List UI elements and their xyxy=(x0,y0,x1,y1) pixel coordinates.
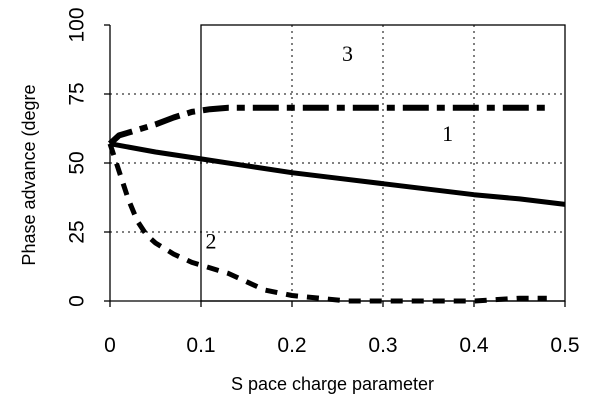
series-line-3 xyxy=(107,104,547,146)
x-tick-label: 0 xyxy=(104,334,116,357)
x-tick-label: 0.1 xyxy=(186,334,215,357)
curve-labels: 1 2 3 xyxy=(206,41,454,254)
x-tick-label: 0.5 xyxy=(550,334,579,357)
series-line-1 xyxy=(109,141,566,207)
y-tick-labels: 0 25 50 75 100 xyxy=(66,7,89,306)
curve-label-2: 2 xyxy=(206,229,217,254)
y-tick-label: 75 xyxy=(66,82,89,105)
grid xyxy=(110,25,565,301)
series-line-2 xyxy=(107,142,547,304)
y-tick-label: 50 xyxy=(66,151,89,174)
y-tick-label: 0 xyxy=(66,295,89,307)
x-tick-label: 0.2 xyxy=(277,334,306,357)
x-tick-labels: 0 0.1 0.2 0.3 0.4 0.5 xyxy=(104,334,579,357)
x-tick-label: 0.3 xyxy=(368,334,397,357)
axes xyxy=(104,24,566,307)
series-lines xyxy=(107,104,566,304)
x-axis-label: S pace charge parameter xyxy=(231,374,434,394)
curve-label-1: 1 xyxy=(442,121,453,146)
y-tick-label: 25 xyxy=(66,220,89,243)
y-tick-label: 100 xyxy=(66,7,89,42)
x-tick-label: 0.4 xyxy=(459,334,489,357)
curve-label-3: 3 xyxy=(342,41,353,66)
y-axis-label: Phase advance (degre xyxy=(19,84,39,265)
